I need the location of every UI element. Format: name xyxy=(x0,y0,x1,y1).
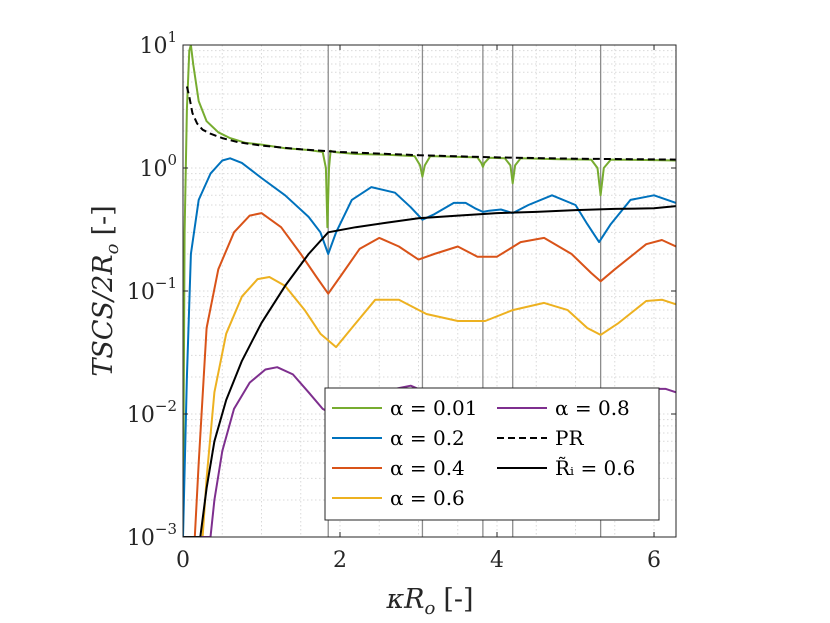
legend-label: α = 0.8 xyxy=(555,396,630,420)
legend-label: α = 0.4 xyxy=(390,456,465,480)
y-tick-label: 101 xyxy=(139,28,177,59)
x-axis-label: κRo [-] xyxy=(385,584,473,619)
legend: α = 0.01 α = 0.2 α = 0.4 α = 0.6 α = 0.8 PR R̃… xyxy=(324,387,660,521)
legend-label: α = 0.2 xyxy=(390,426,465,450)
ticks: 0 2 4 6 10−3 10−2 10−1 100 101 xyxy=(127,28,676,573)
y-tick-label: 10−2 xyxy=(127,397,177,428)
y-tick-label: 10−3 xyxy=(127,520,177,551)
x-tick-label: 2 xyxy=(333,548,347,573)
legend-label: α = 0.01 xyxy=(390,396,478,420)
x-tick-label: 6 xyxy=(647,548,661,573)
series-line-3 xyxy=(183,276,676,537)
legend-label: PR xyxy=(555,426,584,450)
series-line-6 xyxy=(183,205,676,537)
x-tick-label: 4 xyxy=(490,548,504,573)
legend-label: α = 0.6 xyxy=(390,486,465,510)
x-tick-label: 0 xyxy=(176,548,190,573)
series-line-2 xyxy=(183,212,676,537)
series-line-1 xyxy=(183,157,676,537)
y-axis-label: TSCS/2Ro[-] xyxy=(88,205,123,376)
y-tick-label: 100 xyxy=(139,151,177,182)
legend-label: R̃ᵢ = 0.6 xyxy=(555,456,635,480)
y-tick-label: 10−1 xyxy=(127,274,177,305)
